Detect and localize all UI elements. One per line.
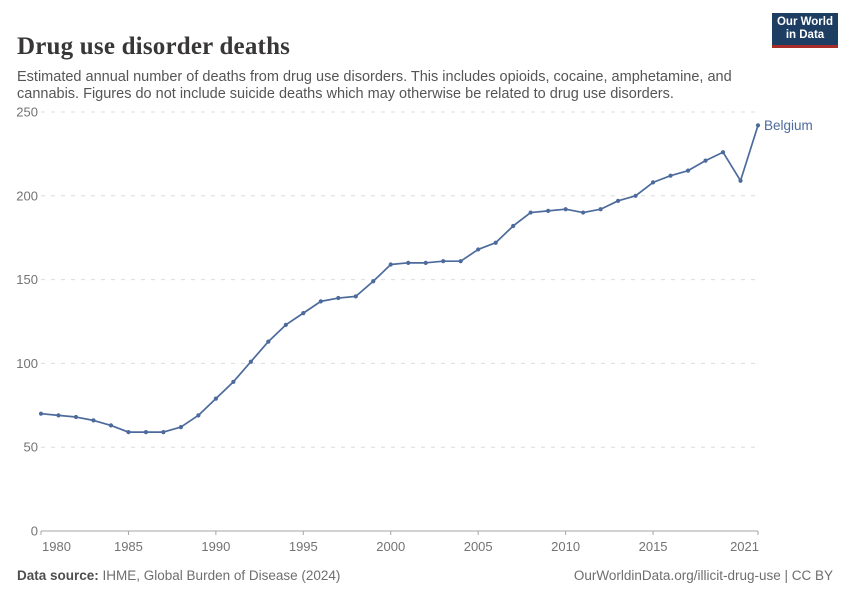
data-point-marker[interactable] [91, 418, 96, 423]
y-tick-label: 200 [16, 188, 38, 203]
x-tick-label: 2005 [464, 539, 493, 554]
data-point-marker[interactable] [720, 150, 726, 155]
data-point-marker[interactable] [598, 207, 603, 212]
y-tick-label: 150 [16, 272, 38, 287]
data-source-label: Data source: [17, 568, 99, 583]
series-label[interactable]: Belgium [764, 118, 813, 133]
owid-logo-line2: in Data [785, 29, 825, 41]
data-point-marker[interactable] [388, 262, 393, 267]
data-point-marker[interactable] [56, 413, 61, 418]
x-tick-label: 2015 [639, 539, 668, 554]
x-tick-label: 2010 [551, 539, 580, 554]
data-point-marker[interactable] [755, 123, 761, 128]
data-point-marker[interactable] [301, 311, 306, 316]
data-point-marker[interactable] [406, 260, 411, 265]
x-tick-label: 1990 [201, 539, 230, 554]
x-tick-label: 1995 [289, 539, 318, 554]
y-tick-label: 0 [31, 524, 38, 539]
y-tick-label: 50 [24, 440, 38, 455]
data-point-marker[interactable] [615, 198, 621, 203]
data-point-marker[interactable] [738, 178, 743, 183]
y-tick-label: 250 [16, 105, 38, 120]
data-point-marker[interactable] [685, 168, 691, 173]
data-point-marker[interactable] [476, 247, 481, 252]
data-point-marker[interactable] [563, 207, 568, 212]
x-tick-label: 1985 [114, 539, 143, 554]
data-point-marker[interactable] [650, 180, 656, 185]
data-point-marker[interactable] [633, 193, 638, 198]
data-point-marker[interactable] [161, 430, 166, 435]
x-tick-label: 2021 [730, 539, 759, 554]
data-point-marker[interactable] [318, 299, 323, 304]
data-point-marker[interactable] [353, 294, 358, 299]
data-point-marker[interactable] [493, 240, 498, 245]
data-point-marker[interactable] [196, 413, 201, 418]
belgium-line[interactable] [40, 125, 759, 433]
data-point-marker[interactable] [178, 424, 184, 430]
data-source-note: Data source: IHME, Global Burden of Dise… [17, 568, 340, 583]
data-point-marker[interactable] [371, 279, 376, 284]
data-point-marker[interactable] [458, 259, 463, 264]
x-tick-label: 2000 [376, 539, 405, 554]
data-point-marker[interactable] [248, 359, 253, 364]
data-point-marker[interactable] [703, 158, 708, 163]
x-tick-label: 1980 [42, 539, 71, 554]
data-point-marker[interactable] [143, 430, 149, 435]
owid-logo-line1: Our World [776, 15, 833, 28]
data-point-marker[interactable] [423, 260, 428, 265]
page-title: Drug use disorder deaths [17, 32, 291, 60]
data-point-marker[interactable] [126, 430, 131, 435]
data-point-marker[interactable] [581, 210, 586, 215]
data-point-marker[interactable] [213, 396, 218, 401]
data-point-marker[interactable] [283, 322, 288, 327]
data-point-marker[interactable] [38, 411, 44, 416]
chart-subtitle: Estimated annual number of deaths from d… [17, 68, 732, 103]
data-point-marker[interactable] [511, 223, 516, 229]
data-source-value: IHME, Global Burden of Disease (2024) [98, 568, 341, 583]
data-point-marker[interactable] [108, 423, 114, 428]
data-point-marker[interactable] [336, 295, 341, 301]
data-point-marker[interactable] [546, 208, 551, 213]
credit-link[interactable]: OurWorldinData.org/illicit-drug-use | CC… [573, 568, 833, 583]
data-point-marker[interactable] [528, 210, 533, 215]
owid-logo[interactable]: Our World in Data [772, 13, 838, 48]
data-point-marker[interactable] [73, 414, 79, 420]
data-point-marker[interactable] [266, 339, 271, 344]
data-point-marker[interactable] [441, 259, 446, 264]
y-tick-label: 100 [16, 356, 38, 371]
data-point-marker[interactable] [231, 379, 236, 384]
data-point-marker[interactable] [668, 173, 673, 178]
